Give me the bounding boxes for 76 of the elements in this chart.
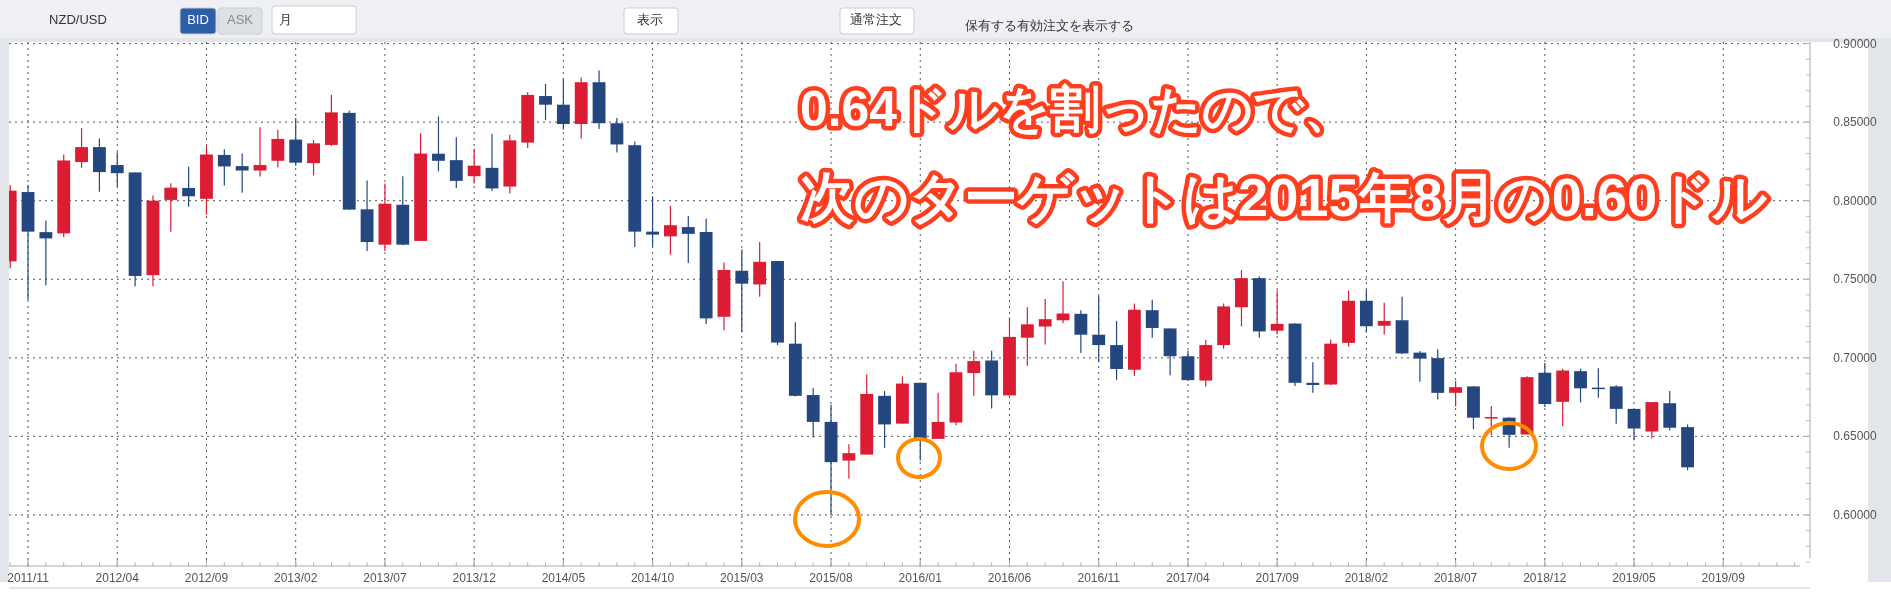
candlestick: [307, 139, 320, 176]
y-tick-label: 0.80000: [1833, 193, 1878, 208]
x-tick-label: 2018/12: [1523, 571, 1567, 585]
candlestick: [1092, 295, 1106, 363]
candlestick: [1270, 289, 1284, 335]
candlestick: [842, 443, 856, 480]
x-tick-label: 2016/06: [987, 571, 1032, 585]
candlestick: [681, 215, 695, 264]
candlestick: [1110, 320, 1123, 381]
candlestick: [449, 136, 463, 189]
candlestick: [735, 248, 749, 333]
candlestick: [556, 78, 570, 131]
y-tick-label: 0.75000: [1833, 272, 1878, 287]
candlestick: [217, 148, 231, 187]
candlestick: [1484, 405, 1498, 437]
candlestick: [1449, 380, 1463, 408]
x-tick-label: 2016/11: [1077, 571, 1121, 585]
candlestick: [1377, 302, 1391, 335]
text: NZD/USD: [49, 12, 107, 27]
candlestick: [1413, 350, 1427, 383]
x-tick-label: 2013/02: [274, 571, 318, 585]
text: BID: [187, 12, 209, 27]
candlestick: [931, 392, 945, 440]
candlestick: [1074, 309, 1088, 354]
y-tick-label: 0.70000: [1833, 350, 1878, 365]
text: 通常注文: [850, 12, 902, 27]
text: 表示: [637, 12, 663, 27]
y-tick-label: 0.85000: [1833, 115, 1878, 130]
x-tick-label: 2013/12: [452, 571, 497, 585]
candlestick: [485, 133, 499, 192]
y-tick-label: 0.90000: [1833, 36, 1878, 51]
candlestick: [1306, 361, 1320, 394]
candlestick: [1574, 368, 1587, 404]
candlestick: [1038, 298, 1052, 346]
text: 保有する有効注文を表示する: [965, 18, 1134, 33]
candlestick: [967, 350, 981, 397]
candlestick: [1145, 299, 1159, 339]
text: 月: [278, 12, 292, 27]
x-tick-label: 2012/04: [95, 571, 140, 585]
candlestick: [646, 195, 660, 248]
candlestick: [753, 241, 767, 298]
x-tick-label: 2019/05: [1612, 571, 1657, 585]
candlestick: [182, 166, 196, 208]
x-tick-label: 2015/03: [720, 571, 764, 585]
candlestick: [289, 117, 303, 167]
candlestick: [467, 148, 481, 185]
x-tick-label: 2014/05: [541, 571, 586, 585]
candlestick: [253, 126, 267, 178]
x-tick-label: 2015/08: [809, 571, 854, 585]
candlestick: [75, 127, 88, 169]
x-tick-label: 2013/07: [363, 571, 407, 585]
candlestick: [271, 129, 285, 169]
y-tick-label: 0.65000: [1833, 429, 1878, 444]
candlestick: [164, 182, 178, 233]
x-tick-label: 2012/09: [184, 571, 229, 585]
candlestick: [432, 115, 445, 172]
candlestick: [610, 117, 624, 154]
y-tick-label: 0.60000: [1833, 507, 1878, 522]
x-tick-label: 2018/07: [1433, 571, 1478, 585]
candlestick: [539, 83, 552, 121]
x-tick-label: 2019/09: [1701, 571, 1746, 585]
candlestick: [1609, 384, 1623, 425]
candlestick: [1020, 306, 1034, 367]
candlestick: [1181, 350, 1195, 382]
candlestick: [1627, 408, 1641, 441]
candlestick: [39, 219, 53, 287]
text: ASK: [226, 12, 254, 27]
candlestick: [110, 151, 124, 188]
x-tick-label: 2011/11: [7, 571, 50, 585]
x-tick-label: 2016/01: [898, 571, 943, 585]
x-tick-label: 2017/09: [1255, 571, 1300, 585]
x-tick-label: 2017/04: [1166, 571, 1210, 585]
candlestick: [664, 205, 677, 256]
candlestick: [235, 152, 249, 194]
x-tick-label: 2018/02: [1344, 571, 1389, 585]
x-tick-label: 2014/10: [630, 571, 675, 585]
